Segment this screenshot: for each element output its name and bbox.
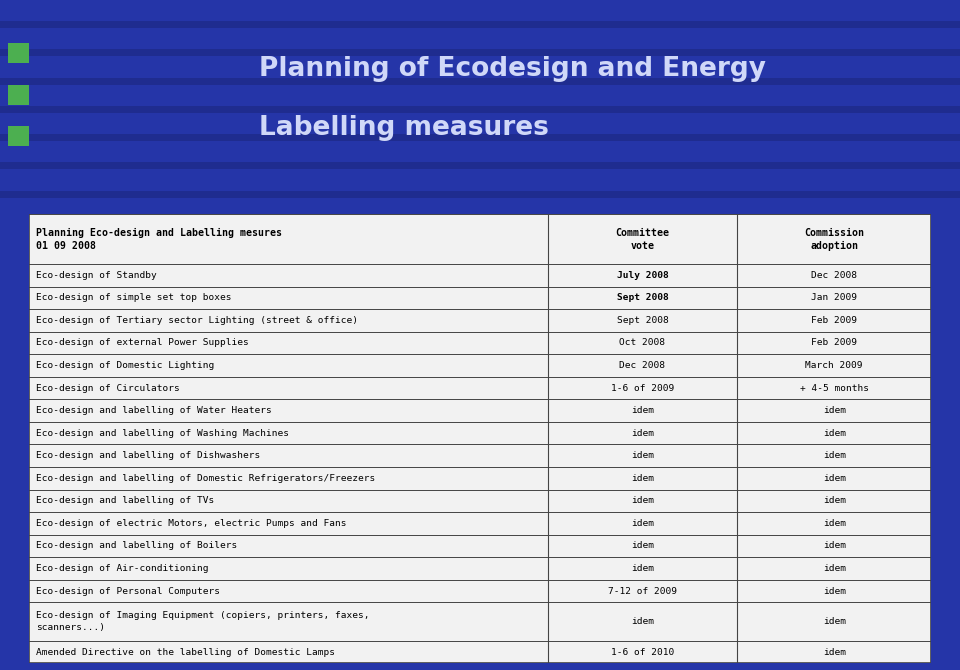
Bar	[0, 50, 960, 56]
Text: idem: idem	[823, 429, 846, 438]
Text: Eco-design of electric Motors, electric Pumps and Fans: Eco-design of electric Motors, electric …	[36, 519, 347, 528]
Bar	[0, 148, 960, 155]
Text: March 2009: March 2009	[805, 361, 863, 370]
Text: idem: idem	[823, 474, 846, 483]
Text: Feb 2009: Feb 2009	[811, 338, 857, 348]
Bar	[0, 120, 960, 127]
Text: Eco-design of Air-conditioning: Eco-design of Air-conditioning	[36, 564, 208, 573]
Text: Eco-design and labelling of Washing Machines: Eco-design and labelling of Washing Mach…	[36, 429, 289, 438]
Bar	[0, 21, 960, 28]
Text: idem: idem	[823, 564, 846, 573]
Bar	[0, 36, 960, 42]
Text: Jan 2009: Jan 2009	[811, 293, 857, 302]
Bar	[0, 78, 960, 84]
Text: Sept 2008: Sept 2008	[616, 316, 668, 325]
Text: Eco-design and labelling of Domestic Refrigerators/Freezers: Eco-design and labelling of Domestic Ref…	[36, 474, 375, 483]
Bar	[0, 92, 960, 99]
Text: Eco-design and labelling of TVs: Eco-design and labelling of TVs	[36, 496, 214, 505]
Text: idem: idem	[823, 587, 846, 596]
Text: Amended Directive on the labelling of Domestic Lamps: Amended Directive on the labelling of Do…	[36, 647, 335, 657]
Text: idem: idem	[631, 429, 654, 438]
Bar	[0, 7, 960, 14]
Text: Eco-design of Standby: Eco-design of Standby	[36, 271, 156, 280]
Text: Eco-design of Circulators: Eco-design of Circulators	[36, 384, 180, 393]
Text: idem: idem	[631, 496, 654, 505]
Text: idem: idem	[631, 519, 654, 528]
Text: idem: idem	[631, 541, 654, 551]
Text: Planning of Ecodesign and Energy: Planning of Ecodesign and Energy	[259, 56, 766, 82]
Bar	[0, 190, 960, 198]
Text: idem: idem	[631, 452, 654, 460]
Text: Eco-design and labelling of Boilers: Eco-design and labelling of Boilers	[36, 541, 237, 551]
Text: idem: idem	[823, 496, 846, 505]
Text: Eco-design of external Power Supplies: Eco-design of external Power Supplies	[36, 338, 249, 348]
Text: idem: idem	[631, 406, 654, 415]
Bar	[0, 64, 960, 70]
Text: July 2008: July 2008	[616, 271, 668, 280]
Text: Eco-design of Personal Computers: Eco-design of Personal Computers	[36, 587, 220, 596]
Bar	[0, 162, 960, 170]
Text: idem: idem	[823, 541, 846, 551]
Bar	[8, 85, 29, 105]
Text: Eco-design of Domestic Lighting: Eco-design of Domestic Lighting	[36, 361, 214, 370]
Text: idem: idem	[631, 564, 654, 573]
Text: Eco-design and labelling of Dishwashers: Eco-design and labelling of Dishwashers	[36, 452, 260, 460]
Text: Feb 2009: Feb 2009	[811, 316, 857, 325]
Text: idem: idem	[823, 647, 846, 657]
Text: Commission
adoption: Commission adoption	[804, 228, 864, 251]
Text: 7-12 of 2009: 7-12 of 2009	[608, 587, 677, 596]
Text: idem: idem	[823, 617, 846, 626]
Text: Dec 2008: Dec 2008	[619, 361, 665, 370]
Text: Labelling measures: Labelling measures	[259, 115, 549, 141]
Text: idem: idem	[631, 617, 654, 626]
Text: Committee
vote: Committee vote	[615, 228, 669, 251]
Text: Eco-design of simple set top boxes: Eco-design of simple set top boxes	[36, 293, 231, 302]
Bar	[8, 44, 29, 63]
Bar	[0, 134, 960, 141]
Text: Planning Eco-design and Labelling mesures
01 09 2008: Planning Eco-design and Labelling mesure…	[36, 228, 282, 251]
Text: idem: idem	[631, 474, 654, 483]
Text: + 4-5 months: + 4-5 months	[800, 384, 869, 393]
Text: Eco-design of Imaging Equipment (copiers, printers, faxes,
scanners...): Eco-design of Imaging Equipment (copiers…	[36, 611, 370, 632]
Text: idem: idem	[823, 406, 846, 415]
Text: idem: idem	[823, 452, 846, 460]
Bar	[8, 127, 29, 146]
Text: Eco-design of Tertiary sector Lighting (street & office): Eco-design of Tertiary sector Lighting (…	[36, 316, 358, 325]
Text: Oct 2008: Oct 2008	[619, 338, 665, 348]
Bar	[0, 176, 960, 184]
Text: Dec 2008: Dec 2008	[811, 271, 857, 280]
Text: idem: idem	[823, 519, 846, 528]
Text: Eco-design and labelling of Water Heaters: Eco-design and labelling of Water Heater…	[36, 406, 272, 415]
Text: Sept 2008: Sept 2008	[616, 293, 668, 302]
Text: 1-6 of 2010: 1-6 of 2010	[611, 647, 674, 657]
Bar	[0, 106, 960, 113]
Text: 1-6 of 2009: 1-6 of 2009	[611, 384, 674, 393]
